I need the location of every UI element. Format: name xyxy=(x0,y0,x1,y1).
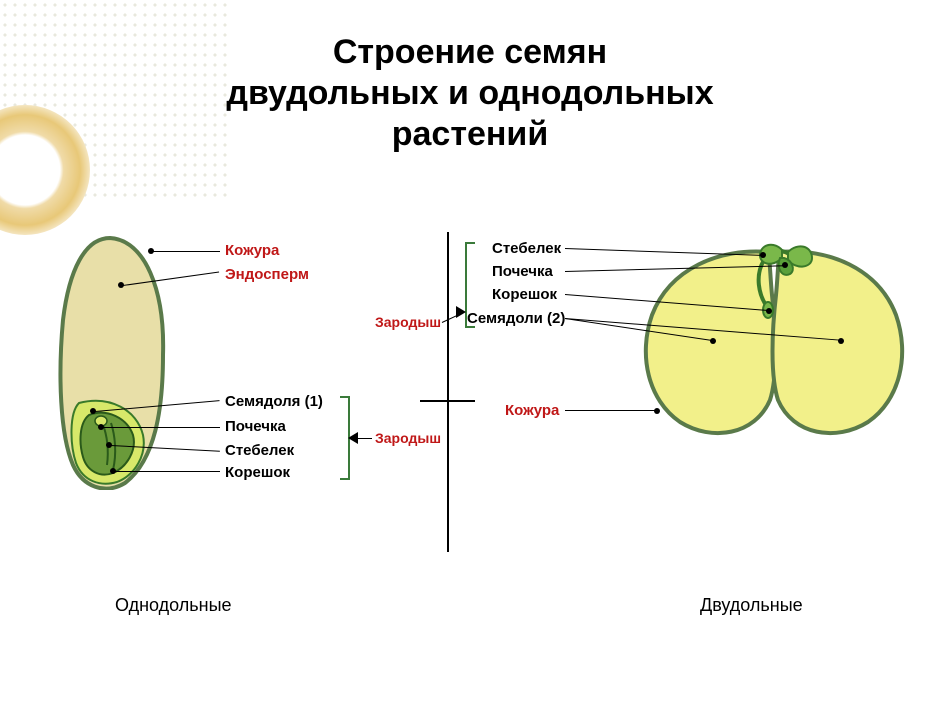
label-koreshok-mono: Корешок xyxy=(225,464,290,481)
monocot-svg xyxy=(55,235,170,490)
caption-monocot: Однодольные xyxy=(115,595,232,616)
label-kozhura-di: Кожура xyxy=(505,402,559,419)
leader xyxy=(103,427,220,428)
title-line-1: Строение семян xyxy=(0,32,940,73)
monocot-seed xyxy=(55,235,170,490)
divider-horizontal xyxy=(420,400,475,402)
arrow-left-icon xyxy=(348,432,358,444)
title-block: Строение семян двудольных и однодольных … xyxy=(0,32,940,154)
leader xyxy=(115,471,220,472)
dot xyxy=(654,408,660,414)
label-koreshok-di: Корешок xyxy=(492,286,557,303)
diagram-area: Кожура Эндосперм Семядоля (1) Почечка Ст… xyxy=(0,230,940,660)
title-line-3: растений xyxy=(0,114,940,155)
label-semyadoli: Семядоли (2) xyxy=(467,310,565,327)
bracket-di xyxy=(465,242,475,328)
label-pochechka-mono: Почечка xyxy=(225,418,286,435)
label-pochechka-di: Почечка xyxy=(492,263,553,280)
label-stebelek-mono: Стебелек xyxy=(225,442,294,459)
divider-vertical xyxy=(447,232,449,552)
dicot-seed xyxy=(640,240,910,440)
leader xyxy=(565,410,657,411)
label-semyadolya: Семядоля (1) xyxy=(225,393,323,410)
title-line-2: двудольных и однодольных xyxy=(0,73,940,114)
leader xyxy=(152,251,220,252)
arrow-right-icon xyxy=(456,306,466,318)
label-zarodysh-di: Зародыш xyxy=(375,314,441,330)
label-zarodysh-mono: Зародыш xyxy=(375,430,441,446)
label-stebelek-di: Стебелек xyxy=(492,240,561,257)
label-endosperm: Эндосперм xyxy=(225,266,309,283)
label-kozhura-mono: Кожура xyxy=(225,242,279,259)
caption-dicot: Двудольные xyxy=(700,595,803,616)
dicot-svg xyxy=(640,240,910,440)
